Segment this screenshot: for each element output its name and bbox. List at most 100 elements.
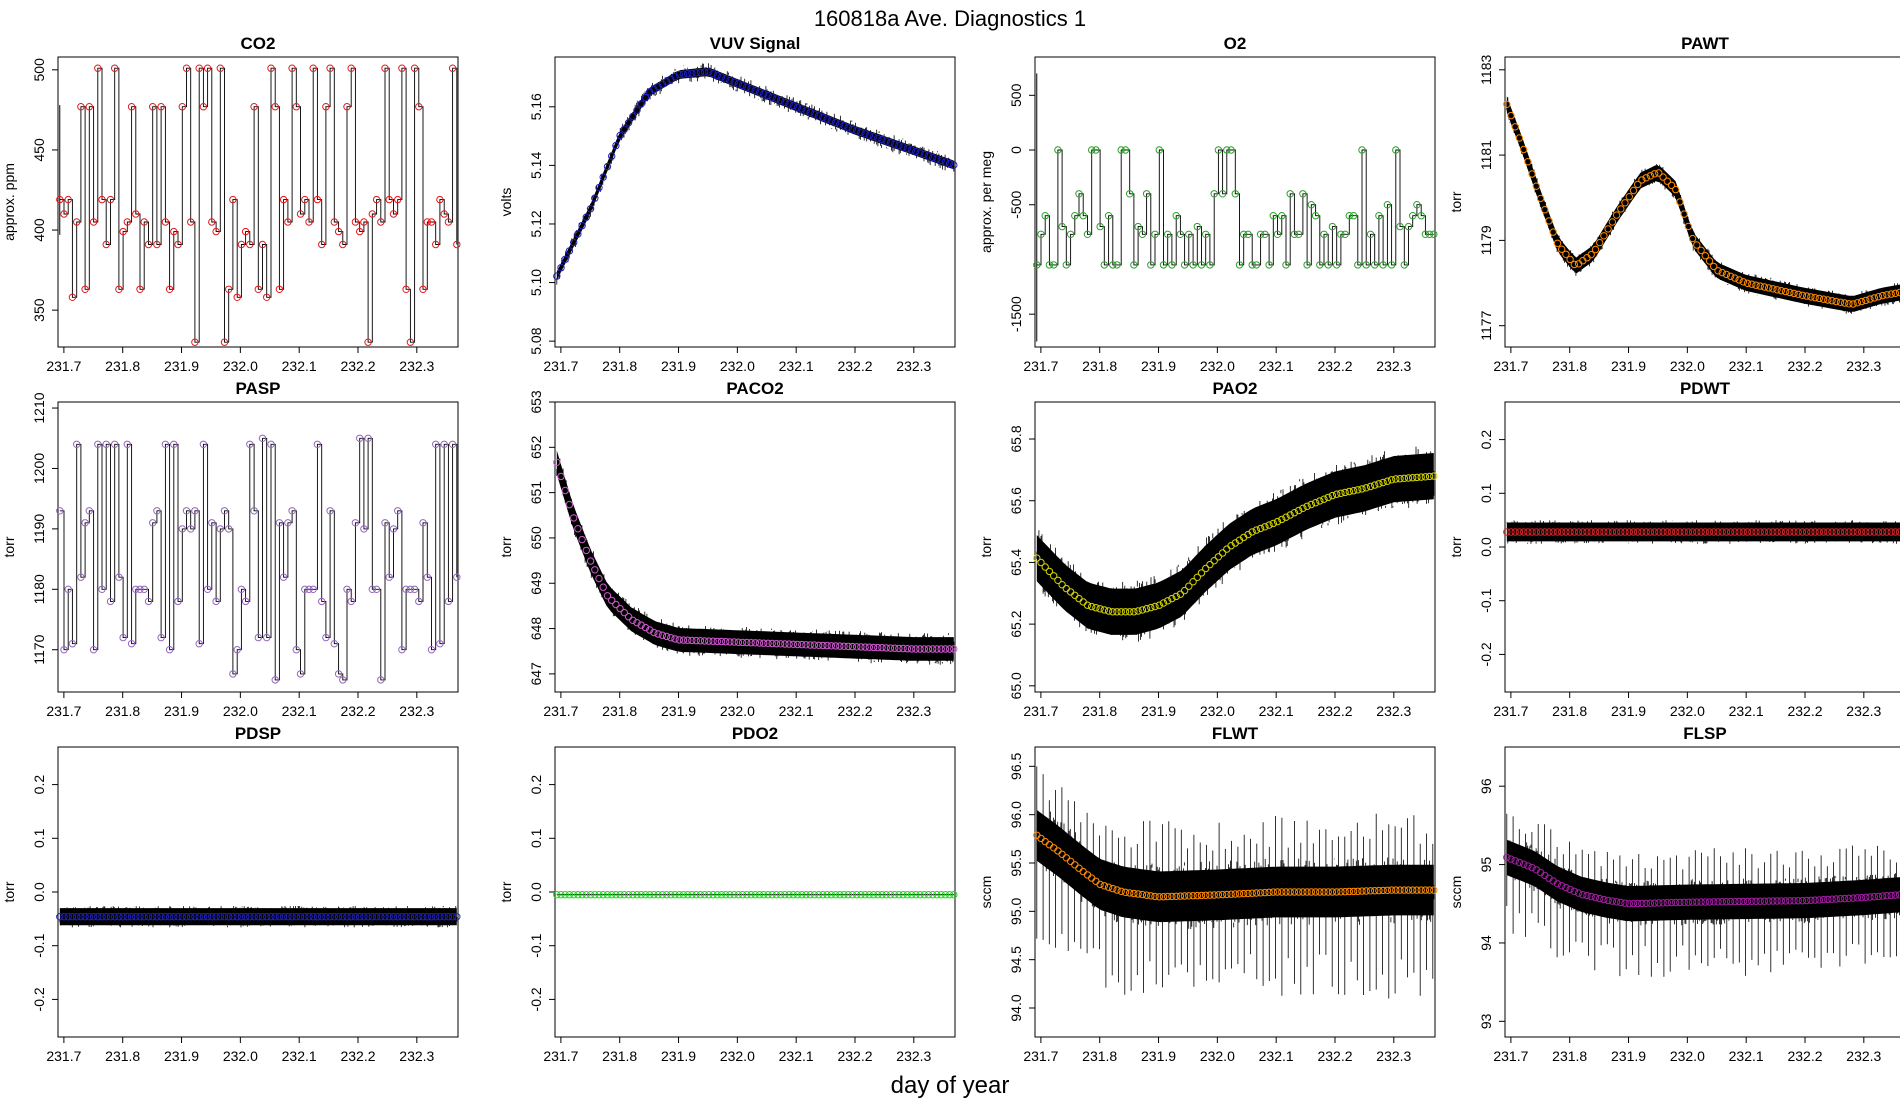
data-point (267, 913, 275, 921)
data-point (1147, 892, 1155, 900)
data-point (1104, 607, 1113, 615)
data-point (1155, 146, 1164, 154)
data-point (1197, 261, 1206, 269)
data-point (709, 70, 717, 78)
data-point (713, 637, 722, 646)
data-point (1815, 528, 1823, 536)
data-point (1676, 898, 1684, 907)
data-point (360, 913, 368, 921)
data-point (827, 642, 835, 650)
y-tick-label: 65.2 (1008, 610, 1024, 637)
data-point (1748, 528, 1756, 536)
data-point (654, 630, 662, 638)
y-tick-label: 650 (528, 526, 544, 550)
data-point (1883, 528, 1891, 536)
data-point (1684, 898, 1693, 906)
y-tick-label: 5.08 (528, 327, 544, 354)
data-point (1832, 895, 1840, 903)
data-point (1273, 517, 1282, 526)
data-point (1354, 887, 1362, 896)
data-point (1413, 886, 1421, 894)
x-tick-label: 232.3 (399, 703, 434, 719)
data-point (1333, 888, 1341, 896)
data-point (1366, 482, 1375, 491)
data-point (1587, 892, 1595, 901)
data-point (1853, 894, 1862, 902)
data-point (869, 643, 878, 652)
y-tick-label: 653 (528, 390, 544, 414)
data-point (1672, 898, 1680, 907)
x-tick-label: 232.2 (1317, 703, 1352, 719)
y-tick-label: 65.8 (1008, 425, 1024, 452)
y-tick-label: 5.12 (528, 210, 544, 237)
data-point (275, 285, 284, 294)
data-point (292, 103, 300, 111)
y-tick-label: -0.1 (31, 933, 47, 957)
data-point (246, 913, 254, 921)
data-point (793, 891, 802, 899)
data-point (768, 639, 776, 648)
y-tick-label: 95 (1478, 857, 1494, 873)
x-tick-label: 231.8 (105, 1048, 140, 1064)
data-point (385, 195, 393, 204)
data-point (1400, 474, 1408, 483)
data-point (1760, 283, 1769, 291)
data-point (381, 913, 389, 921)
data-point (574, 230, 582, 238)
data-point (1092, 604, 1100, 612)
y-tick-label: 0.2 (31, 775, 47, 795)
data-point (599, 891, 607, 899)
data-point (1282, 888, 1290, 896)
data-point (823, 891, 831, 899)
data-point (203, 913, 212, 921)
data-point (448, 64, 457, 72)
data-point (144, 240, 153, 249)
y-tick-label: 1200 (31, 453, 47, 484)
data-point (629, 616, 637, 625)
data-point (389, 210, 398, 218)
data-point (570, 238, 578, 247)
data-point (1541, 206, 1549, 214)
data-point (301, 913, 309, 921)
data-point (1134, 890, 1142, 898)
data-point (313, 440, 322, 449)
data-point (136, 585, 144, 594)
data-point (406, 913, 415, 921)
data-point (1701, 252, 1709, 260)
data-point (1752, 897, 1760, 906)
data-point (1176, 590, 1185, 598)
data-point (1041, 212, 1049, 220)
data-point (819, 891, 827, 899)
data-point (64, 913, 72, 921)
data-point (1591, 893, 1600, 902)
x-tick-label: 232.2 (340, 703, 375, 719)
y-tick-label: 500 (1008, 83, 1024, 107)
data-point (1337, 230, 1345, 239)
data-point (1739, 897, 1747, 906)
y-tick-label: 1180 (31, 574, 47, 604)
data-point (1185, 582, 1193, 590)
series-line (1036, 149, 1434, 266)
y-tick-label: 1181 (1478, 140, 1494, 170)
data-point (1841, 299, 1849, 307)
data-point (806, 641, 814, 649)
data-point (85, 507, 94, 515)
data-point (781, 98, 789, 107)
data-point (1629, 899, 1638, 908)
plot-frame (1034, 56, 1436, 348)
x-tick-label: 232.3 (399, 1048, 434, 1064)
x-tick-label: 232.1 (282, 1048, 317, 1064)
data-point (1824, 296, 1832, 304)
data-point (106, 597, 115, 606)
data-point (815, 112, 823, 120)
data-point (1316, 261, 1324, 269)
data-point (1282, 513, 1290, 521)
data-point (432, 913, 440, 921)
data-point (764, 891, 772, 899)
y-tick-label: 95.5 (1008, 849, 1024, 876)
y-tick-label: 1210 (31, 392, 47, 423)
data-point (624, 891, 633, 899)
data-point (279, 913, 288, 921)
x-tick-label: 232.1 (1259, 358, 1294, 374)
data-point (372, 195, 381, 204)
